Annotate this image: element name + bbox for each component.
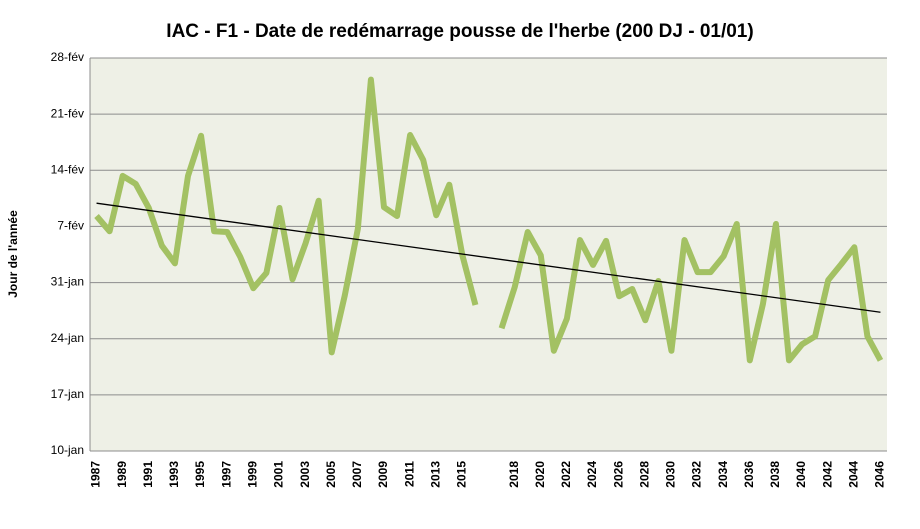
x-tick-label: 1987 (89, 461, 103, 488)
x-tick-label: 2024 (585, 461, 599, 488)
plot-area (90, 58, 887, 451)
x-tick-label: 2026 (611, 461, 625, 488)
y-tick-label: 31-jan (51, 275, 84, 289)
trend-line (96, 202, 881, 313)
x-tick-label: 2034 (716, 461, 730, 488)
x-tick-label: 2028 (637, 461, 651, 488)
x-tick-label: 2030 (664, 461, 678, 488)
x-tick-label: 2001 (272, 461, 286, 488)
y-tick-label: 14-fév (51, 162, 84, 176)
y-tick-label: 7-fév (57, 219, 84, 233)
x-tick-label: 2018 (507, 461, 521, 488)
x-tick-label: 2015 (455, 461, 469, 488)
x-tick-label: 1995 (193, 461, 207, 488)
y-tick-label: 28-fév (51, 50, 84, 64)
x-tick-label: 2042 (820, 461, 834, 488)
x-tick-label: 2044 (847, 461, 861, 488)
x-tick-label: 2038 (768, 461, 782, 488)
x-tick-label: 2005 (324, 461, 338, 488)
y-tick-label: 17-jan (51, 387, 84, 401)
x-tick-label: 1989 (115, 461, 129, 488)
x-tick-label: 2007 (350, 461, 364, 488)
x-tick-label: 2013 (428, 461, 442, 488)
x-tick-label: 2032 (690, 461, 704, 488)
x-tick-label: 2040 (794, 461, 808, 488)
x-tick-label: 2020 (533, 461, 547, 488)
x-tick-label: 1997 (219, 461, 233, 488)
x-tick-label: 2011 (402, 461, 416, 487)
chart-title: IAC - F1 - Date de redémarrage pousse de… (166, 21, 753, 42)
x-tick-label: 2003 (298, 461, 312, 488)
y-tick-label: 21-fév (51, 106, 84, 120)
y-tick-label: 24-jan (51, 331, 84, 345)
x-tick-label: 1991 (141, 461, 155, 488)
data-line (94, 76, 884, 364)
y-axis-label: Jour de l'année (6, 210, 20, 298)
x-tick-label: 2046 (873, 461, 887, 488)
x-tick-label: 2036 (742, 461, 756, 488)
x-tick-label: 1993 (167, 461, 181, 488)
x-tick-label: 2009 (376, 461, 390, 488)
x-tick-label: 2022 (559, 461, 573, 488)
x-tick-label: 1999 (245, 461, 259, 488)
y-tick-label: 10-jan (51, 443, 84, 457)
